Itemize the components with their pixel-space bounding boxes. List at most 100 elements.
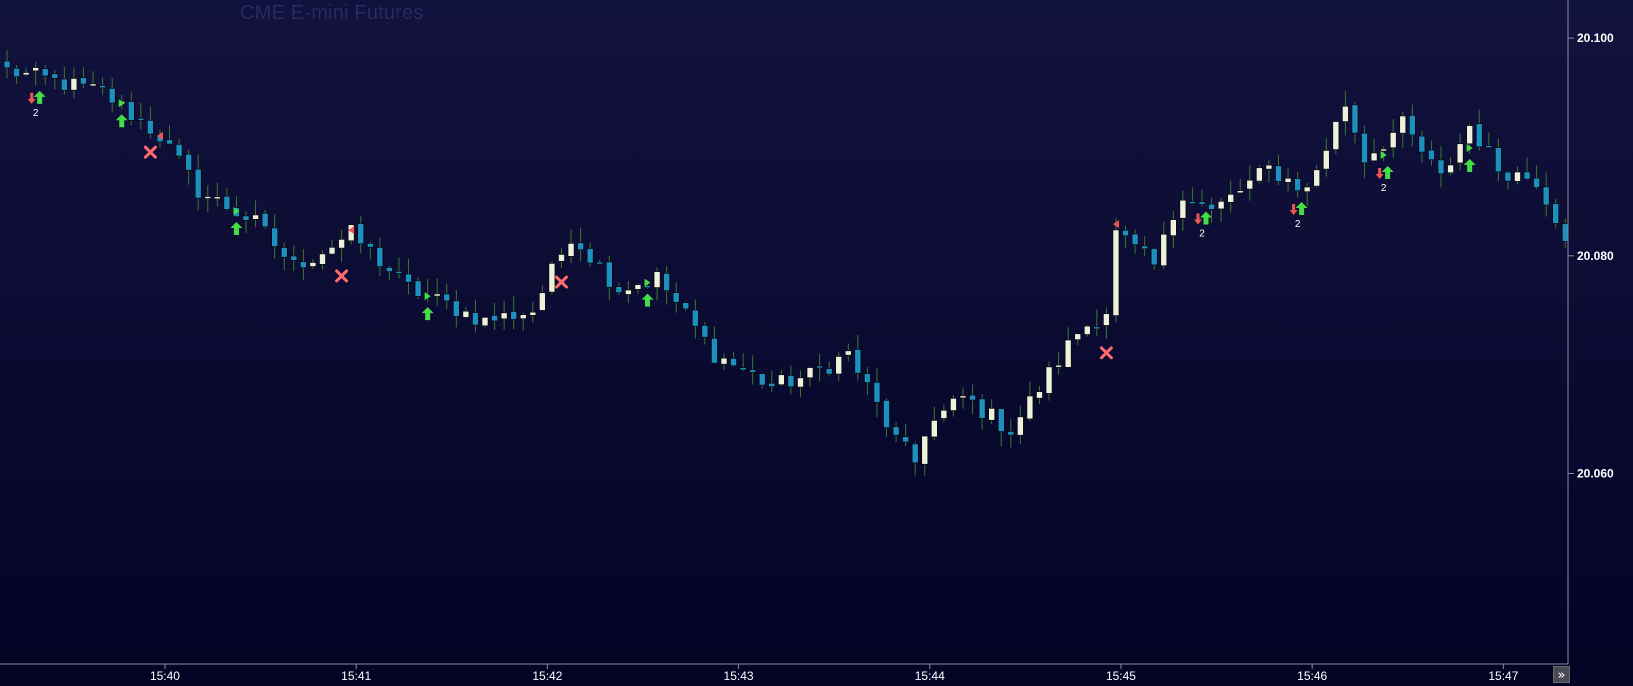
sell-arrow-icon[interactable]	[1375, 168, 1384, 180]
buy-arrow-icon[interactable]	[230, 221, 243, 235]
candle-bear[interactable]	[223, 195, 231, 210]
candle-bull[interactable]	[567, 243, 575, 257]
candle-bear[interactable]	[1437, 159, 1445, 175]
candle-bear[interactable]	[864, 373, 871, 383]
candle-bull[interactable]	[1399, 115, 1407, 134]
candle-bear[interactable]	[386, 267, 393, 272]
candle-bear[interactable]	[366, 243, 374, 248]
candle-bull[interactable]	[1017, 416, 1024, 436]
candle-bull[interactable]	[634, 284, 642, 290]
candle-bear[interactable]	[1523, 171, 1531, 180]
candle-bear[interactable]	[682, 302, 690, 310]
candle-bull[interactable]	[558, 254, 565, 262]
candle-bear[interactable]	[663, 273, 670, 291]
candle-bear[interactable]	[739, 367, 747, 371]
candle-bear[interactable]	[166, 139, 173, 145]
candle-bull[interactable]	[328, 247, 336, 255]
candle-bull[interactable]	[720, 357, 728, 365]
candle-bull[interactable]	[1170, 219, 1177, 236]
candle-bull[interactable]	[1265, 164, 1273, 170]
candle-bear[interactable]	[1131, 233, 1139, 245]
candle-bear[interactable]	[51, 73, 59, 79]
candle-bull[interactable]	[1447, 164, 1454, 174]
candle-bear[interactable]	[854, 349, 862, 374]
candle-bear[interactable]	[137, 118, 145, 121]
exit-cross-icon[interactable]	[1099, 346, 1113, 360]
candle-bull[interactable]	[1342, 105, 1349, 122]
candle-bull[interactable]	[204, 196, 212, 199]
candle-bull[interactable]	[1074, 333, 1082, 340]
candle-bear[interactable]	[1428, 149, 1435, 160]
candle-bear[interactable]	[1361, 132, 1368, 164]
candle-bear[interactable]	[108, 88, 116, 104]
buy-arrow-icon[interactable]	[33, 90, 46, 104]
candle-bear[interactable]	[787, 375, 795, 388]
candle-bear[interactable]	[280, 247, 288, 258]
candle-bull[interactable]	[1389, 132, 1397, 149]
candle-bull[interactable]	[1284, 177, 1292, 183]
candle-bear[interactable]	[261, 212, 269, 228]
candle-bear[interactable]	[405, 273, 412, 283]
buy-arrow-icon[interactable]	[641, 293, 654, 307]
candle-bull[interactable]	[1026, 395, 1034, 420]
candle-bear[interactable]	[1495, 147, 1502, 173]
candle-bull[interactable]	[806, 367, 814, 379]
sell-arrow-icon[interactable]	[1194, 213, 1202, 225]
candle-bear[interactable]	[997, 408, 1005, 432]
candle-bear[interactable]	[1561, 223, 1569, 242]
candle-bull[interactable]	[1036, 391, 1043, 399]
candle-bull[interactable]	[500, 312, 508, 320]
candle-bear[interactable]	[1275, 165, 1282, 182]
candle-bear[interactable]	[175, 144, 183, 157]
candle-bear[interactable]	[1485, 145, 1493, 148]
candle-bear[interactable]	[978, 398, 986, 419]
candle-bear[interactable]	[816, 365, 823, 369]
candle-bear[interactable]	[1475, 123, 1483, 148]
candle-bear[interactable]	[510, 311, 517, 320]
candle-bull[interactable]	[214, 196, 221, 200]
buy-arrow-icon[interactable]	[1295, 201, 1308, 215]
candle-bull[interactable]	[1466, 125, 1473, 145]
exit-cross-icon[interactable]	[335, 269, 349, 283]
candle-bull[interactable]	[32, 67, 39, 72]
candle-bear[interactable]	[1198, 201, 1206, 205]
candle-bear[interactable]	[883, 400, 890, 428]
buy-arrow-icon[interactable]	[1200, 211, 1212, 225]
candle-bear[interactable]	[41, 68, 49, 77]
candle-bull[interactable]	[319, 253, 326, 265]
candle-bear[interactable]	[892, 426, 900, 436]
candle-bear[interactable]	[911, 443, 919, 464]
candle-bear[interactable]	[1208, 203, 1215, 210]
exit-cross-icon[interactable]	[554, 275, 568, 289]
candle-bull[interactable]	[950, 398, 957, 411]
candle-bull[interactable]	[1246, 179, 1254, 190]
candle-bear[interactable]	[1552, 203, 1560, 224]
candle-bear[interactable]	[414, 280, 422, 297]
candle-bull[interactable]	[1322, 150, 1330, 170]
candle-bull[interactable]	[1045, 366, 1053, 394]
candle-bear[interactable]	[1122, 229, 1129, 237]
candle-bear[interactable]	[586, 248, 594, 264]
candle-bear[interactable]	[644, 285, 651, 288]
sell-arrow-icon[interactable]	[1289, 203, 1298, 215]
buy-arrow-icon[interactable]	[115, 114, 128, 128]
candle-bear[interactable]	[615, 286, 623, 293]
candle-bull[interactable]	[940, 409, 948, 419]
candle-bull[interactable]	[1064, 339, 1072, 368]
candle-bear[interactable]	[1504, 171, 1512, 182]
candle-bull[interactable]	[778, 374, 785, 385]
candle-bear[interactable]	[300, 261, 307, 268]
candle-bear[interactable]	[194, 168, 202, 199]
candle-bull[interactable]	[22, 72, 30, 76]
candle-bear[interactable]	[80, 77, 87, 85]
candle-bull[interactable]	[1380, 148, 1387, 152]
candle-bear[interactable]	[491, 314, 498, 322]
candle-bear[interactable]	[443, 293, 451, 302]
candle-bear[interactable]	[902, 436, 909, 443]
candle-bear[interactable]	[768, 382, 776, 387]
candle-bull[interactable]	[1303, 186, 1311, 192]
candle-bull[interactable]	[835, 356, 843, 375]
candle-bear[interactable]	[692, 309, 699, 327]
candle-bull[interactable]	[1217, 201, 1225, 210]
candle-bull[interactable]	[1370, 152, 1378, 162]
